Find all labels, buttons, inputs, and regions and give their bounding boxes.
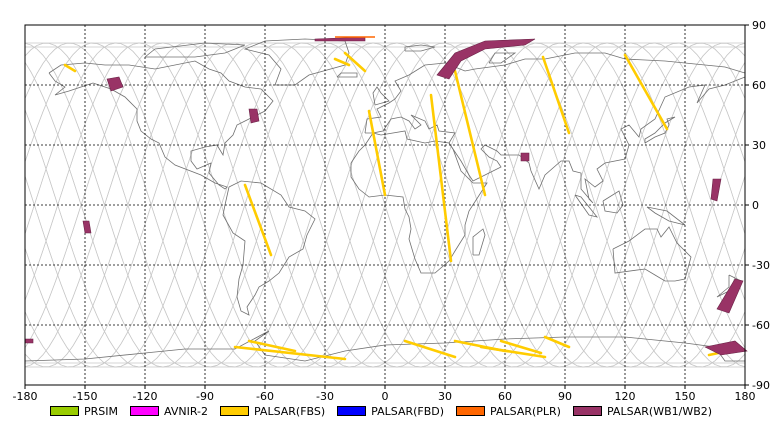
swath-palsar-wb bbox=[436, 38, 536, 80]
world-map: -180 -150 -120 -90 -60 -30 0 30 60 90 120 150 180 90… bbox=[13, 19, 770, 400]
longitude-tick-label: 60 bbox=[498, 390, 512, 400]
longitude-tick-label: -30 bbox=[316, 390, 334, 400]
swath-palsar-fbs bbox=[623, 53, 669, 131]
legend-swatch bbox=[456, 406, 486, 416]
swath-palsar-fbs bbox=[333, 57, 351, 67]
legend-swatch bbox=[337, 406, 367, 416]
latitude-tick-label: 30 bbox=[752, 139, 766, 152]
swath-palsar-wb bbox=[248, 108, 260, 124]
swath-palsar-fbs bbox=[543, 335, 571, 349]
swath-palsar-wb bbox=[710, 178, 722, 202]
swath-palsar-wb bbox=[704, 340, 748, 356]
legend-swatch bbox=[50, 406, 79, 416]
legend-label: PALSAR(FBD) bbox=[371, 404, 445, 418]
legend-item-palsar-fbd: PALSAR(FBD) bbox=[337, 405, 444, 418]
swath-palsar-wb bbox=[716, 278, 744, 314]
coastline-eurasia bbox=[364, 52, 746, 204]
legend-swatch bbox=[219, 406, 249, 416]
coastline-novaya-zemlya bbox=[488, 52, 517, 64]
longitude-tick-label: -120 bbox=[133, 390, 158, 400]
legend-label: PALSAR(PLR) bbox=[490, 404, 561, 418]
legend-item-palsar-wb: PALSAR(WB1/WB2) bbox=[572, 404, 713, 418]
coastline-north-america bbox=[48, 60, 274, 190]
coastline-madagascar bbox=[472, 228, 486, 256]
legend-label: PALSAR(WB1/WB2) bbox=[606, 404, 713, 418]
coastlines bbox=[24, 38, 746, 362]
coastline-iceland bbox=[336, 72, 358, 78]
swath-palsar-wb bbox=[24, 338, 34, 344]
swath-palsar-wb bbox=[82, 220, 92, 234]
longitude-tick-label: -90 bbox=[196, 390, 214, 400]
legend-label: PALSAR(FBS) bbox=[253, 404, 326, 418]
swath-palsar-fbs bbox=[367, 109, 387, 197]
coastline-new-guinea bbox=[646, 206, 686, 226]
legend-item-avnir2: AVNIR-2 bbox=[130, 405, 208, 418]
legend: PRSIM AVNIR-2 PALSAR(FBS) PALSAR(FBD) PA… bbox=[50, 402, 724, 420]
latitude-tick-labels: 90 60 30 0 -30 -60 -90 bbox=[745, 19, 770, 392]
latitude-tick-label: -30 bbox=[752, 259, 770, 272]
coastline-sumatra bbox=[574, 194, 599, 218]
orbit-track bbox=[24, 42, 746, 368]
longitude-tick-labels: -180 -150 -120 -90 -60 -30 0 30 60 90 120 150 180 bbox=[13, 385, 756, 400]
longitude-tick-label: 120 bbox=[615, 390, 636, 400]
legend-item-prsim: PRSIM bbox=[50, 405, 118, 418]
longitude-tick-label: -150 bbox=[73, 390, 98, 400]
swath-palsar-fbs bbox=[247, 339, 297, 353]
swath-palsar-fbs bbox=[403, 339, 457, 359]
coastline-arctic-islands bbox=[144, 42, 246, 58]
swath-palsar-fbs bbox=[453, 69, 487, 197]
latitude-tick-label: 0 bbox=[752, 199, 759, 212]
observation-swaths bbox=[24, 36, 748, 361]
coastline-japan bbox=[644, 116, 676, 144]
latitude-tick-label: 90 bbox=[752, 19, 766, 32]
coastline-uk bbox=[372, 86, 390, 106]
longitude-tick-label: 30 bbox=[438, 390, 452, 400]
longitude-tick-label: 90 bbox=[558, 390, 572, 400]
legend-label: PRSIM bbox=[84, 404, 118, 418]
coastline-greenland bbox=[243, 38, 350, 86]
swath-palsar-fbs bbox=[343, 51, 367, 73]
swath-palsar-fbs bbox=[499, 339, 543, 355]
legend-swatch bbox=[130, 406, 159, 416]
swath-palsar-fbs bbox=[233, 345, 347, 361]
legend-swatch bbox=[572, 406, 602, 416]
longitude-tick-label: 150 bbox=[675, 390, 696, 400]
longitude-tick-label: -60 bbox=[256, 390, 274, 400]
coastline-australia bbox=[612, 226, 692, 282]
latitude-tick-label: 60 bbox=[752, 79, 766, 92]
longitude-tick-label: 0 bbox=[382, 390, 389, 400]
swath-palsar-wb bbox=[520, 152, 530, 162]
swath-palsar-fbs bbox=[63, 63, 77, 73]
latitude-tick-label: -60 bbox=[752, 319, 770, 332]
coastline-svalbard bbox=[404, 44, 436, 52]
swath-palsar-wb bbox=[106, 76, 124, 92]
legend-item-palsar-fbs: PALSAR(FBS) bbox=[219, 404, 326, 418]
legend-item-palsar-plr: PALSAR(PLR) bbox=[456, 405, 561, 418]
coastline-south-america bbox=[222, 180, 316, 316]
coastline-indonesia-borneo bbox=[602, 190, 624, 214]
swath-palsar-fbs bbox=[453, 339, 507, 353]
swath-palsar-fbs bbox=[243, 183, 273, 257]
lat-lon-grid bbox=[25, 25, 745, 385]
swath-palsar-fbs bbox=[429, 93, 453, 263]
legend-label: AVNIR-2 bbox=[164, 404, 208, 418]
longitude-tick-label: -180 bbox=[13, 390, 38, 400]
latitude-tick-label: -90 bbox=[752, 379, 770, 392]
longitude-tick-label: 180 bbox=[735, 390, 756, 400]
swath-palsar-fbs bbox=[541, 55, 571, 135]
coastline-africa bbox=[350, 130, 488, 274]
